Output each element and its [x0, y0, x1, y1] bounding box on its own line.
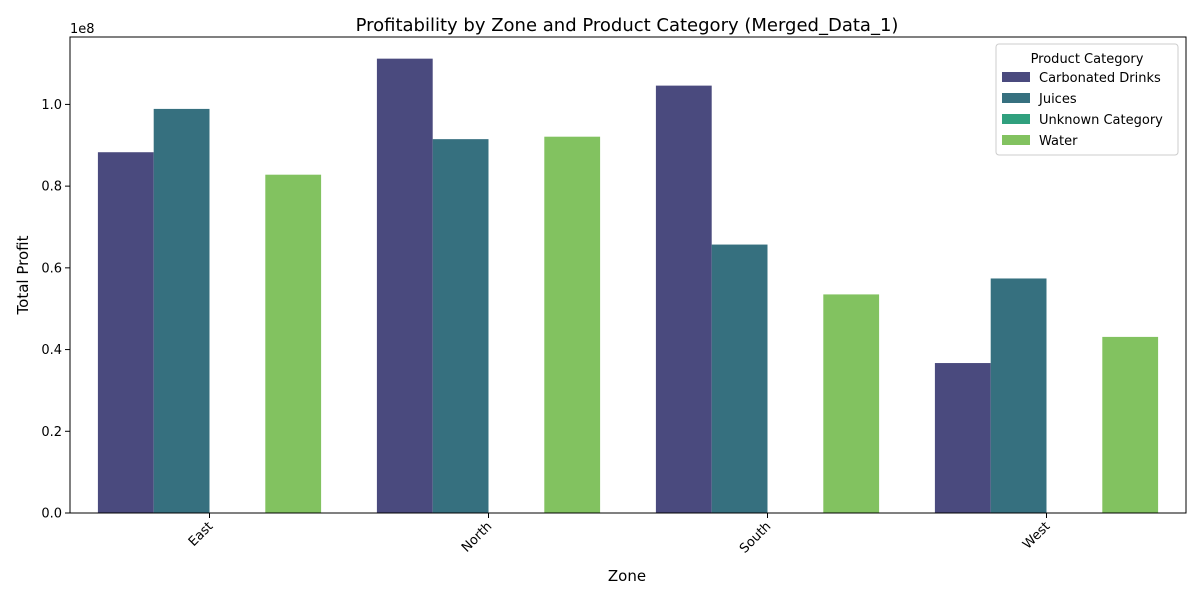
- bar: [432, 139, 489, 513]
- y-tick-label: 0.0: [41, 507, 62, 522]
- x-tick-label: North: [459, 519, 495, 555]
- legend-label: Unknown Category: [1039, 113, 1163, 128]
- x-tick-label: South: [737, 519, 774, 556]
- bar: [1102, 336, 1159, 513]
- bar: [265, 174, 322, 514]
- bar: [153, 108, 210, 513]
- y-tick-label: 1.0: [41, 98, 62, 113]
- legend-swatch: [1002, 72, 1030, 82]
- bar: [97, 152, 154, 514]
- bar: [544, 136, 601, 513]
- y-tick-label: 0.6: [41, 261, 62, 276]
- x-tick-label: East: [186, 519, 216, 549]
- y-tick-label: 0.4: [41, 343, 62, 358]
- x-tick-label: West: [1020, 519, 1053, 552]
- bar: [934, 363, 991, 513]
- bar: [376, 58, 433, 513]
- bars-group: [97, 58, 1159, 514]
- chart-title: Profitability by Zone and Product Catego…: [356, 15, 899, 36]
- bar: [655, 85, 712, 513]
- legend-swatch: [1002, 114, 1030, 124]
- legend-label: Juices: [1038, 92, 1077, 107]
- legend: Product Category Carbonated Drinks Juices…: [995, 43, 1179, 156]
- y-offset-label: 1e8: [70, 22, 95, 37]
- y-tick-label: 0.8: [41, 180, 62, 195]
- legend-label: Carbonated Drinks: [1039, 71, 1161, 86]
- y-axis-ticks: 0.0 0.2 0.4 0.6 0.8 1.0: [41, 98, 70, 522]
- legend-label: Water: [1039, 134, 1078, 149]
- plot-frame: [69, 36, 1187, 514]
- legend-title: Product Category: [1031, 52, 1144, 67]
- bar: [711, 244, 768, 513]
- y-axis-label: Total Profit: [14, 235, 32, 315]
- y-tick-label: 0.2: [41, 425, 62, 440]
- x-axis-ticks: East North South West: [186, 513, 1053, 557]
- x-axis-label: Zone: [608, 567, 646, 585]
- legend-swatch: [1002, 93, 1030, 103]
- bar: [990, 278, 1047, 513]
- bar: [823, 294, 880, 513]
- legend-swatch: [1002, 135, 1030, 145]
- legend-box: [995, 43, 1179, 156]
